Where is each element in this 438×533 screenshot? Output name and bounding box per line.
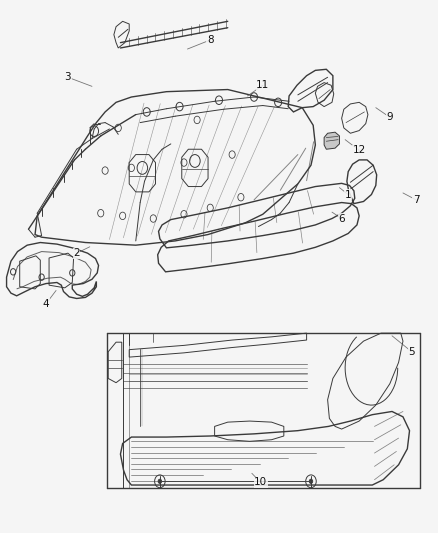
Circle shape [309, 479, 313, 483]
Text: 9: 9 [386, 112, 393, 122]
Text: 12: 12 [353, 146, 366, 155]
Polygon shape [324, 132, 339, 149]
Text: 2: 2 [73, 248, 80, 258]
Text: 7: 7 [413, 195, 420, 205]
Text: 10: 10 [254, 478, 267, 487]
Text: 8: 8 [207, 35, 214, 45]
Circle shape [158, 479, 162, 483]
Text: 6: 6 [338, 214, 345, 223]
Text: 11: 11 [256, 80, 269, 90]
Text: 1: 1 [345, 190, 352, 199]
Text: 4: 4 [42, 299, 49, 309]
Text: 5: 5 [408, 347, 415, 357]
Text: 3: 3 [64, 72, 71, 82]
